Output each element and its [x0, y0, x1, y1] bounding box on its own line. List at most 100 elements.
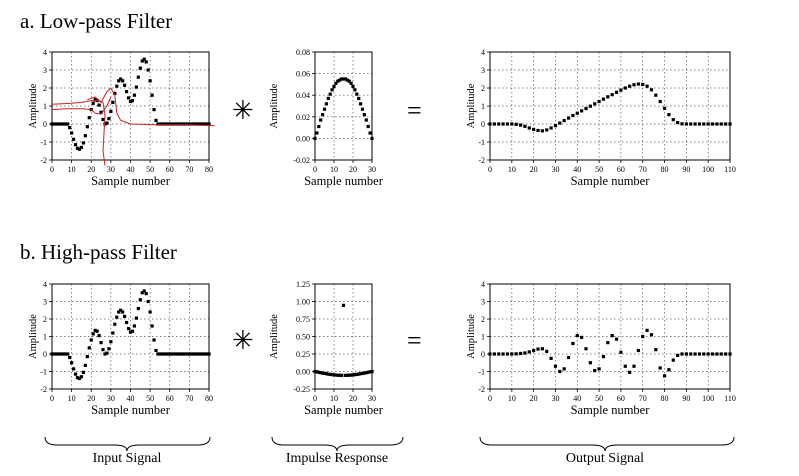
x-tick-label: 30: [551, 394, 559, 403]
data-point: [671, 358, 675, 362]
data-point: [62, 122, 66, 126]
data-point: [355, 372, 359, 376]
data-point: [121, 310, 125, 314]
data-point: [349, 373, 353, 377]
data-point: [168, 122, 172, 126]
data-point: [315, 370, 319, 374]
data-point: [179, 352, 184, 356]
data-point: [366, 124, 370, 129]
data-point: [492, 352, 496, 356]
y-axis-label: Amplitude: [466, 83, 477, 128]
x-tick-label: 20: [87, 165, 95, 174]
data-point: [667, 113, 671, 117]
y-tick-label: 0: [481, 120, 485, 129]
data-point: [680, 122, 684, 126]
data-point: [150, 324, 154, 328]
data-point: [195, 122, 199, 126]
red-annotation-stroke: [51, 96, 112, 115]
x-tick-label: 40: [573, 165, 581, 174]
data-point: [144, 60, 148, 64]
data-point: [610, 334, 614, 338]
data-point: [649, 88, 654, 92]
y-tick-label: 3: [43, 66, 47, 75]
x-tick-label: 70: [185, 394, 193, 403]
y-tick-label: -0.25: [293, 385, 310, 394]
data-point: [553, 124, 558, 128]
data-point: [497, 352, 501, 356]
data-point: [614, 90, 619, 94]
data-point: [710, 122, 715, 126]
data-point: [340, 373, 344, 377]
data-point: [109, 340, 113, 344]
x-tick-label: 70: [185, 165, 193, 174]
x-tick-label: 20: [349, 394, 357, 403]
y-tick-label: 0.25: [296, 350, 310, 359]
y-axis-label: Amplitude: [466, 314, 477, 359]
data-point: [549, 126, 553, 130]
x-tick-label: 110: [724, 394, 736, 403]
data-point: [152, 108, 156, 112]
data-point: [341, 77, 346, 81]
data-point: [205, 122, 209, 126]
red-annotation-stroke: [51, 100, 106, 166]
data-point: [313, 136, 317, 140]
data-point: [326, 96, 330, 101]
data-point: [359, 372, 363, 376]
row-b-title: b. High-pass Filter: [20, 240, 177, 264]
data-point: [518, 123, 523, 127]
data-point: [73, 372, 78, 376]
x-tick-label: 50: [595, 165, 603, 174]
data-point: [160, 352, 164, 356]
data-point: [724, 352, 728, 356]
data-point: [205, 352, 209, 356]
x-tick-label: 70: [639, 394, 647, 403]
x-axis-label: Sample number: [91, 174, 171, 188]
y-tick-label: 0.75: [296, 315, 310, 324]
data-point: [549, 356, 553, 360]
data-point: [136, 75, 140, 79]
data-point: [728, 122, 732, 126]
data-point: [343, 373, 347, 377]
data-point: [79, 375, 84, 379]
x-tick-label: 40: [573, 394, 581, 403]
data-point: [203, 122, 207, 126]
data-point: [71, 137, 76, 141]
y-tick-label: 2: [43, 315, 47, 324]
data-point: [176, 352, 180, 356]
data-point: [146, 299, 150, 304]
x-tick-label: 80: [205, 165, 213, 174]
data-point: [176, 122, 180, 126]
data-point: [366, 370, 370, 374]
x-tick-label: 30: [107, 394, 115, 403]
data-point: [166, 352, 170, 356]
data-point: [532, 127, 536, 131]
y-tick-label: 0.04: [296, 91, 310, 100]
data-point: [83, 363, 87, 367]
equals-operator-b: =: [407, 326, 422, 355]
data-point: [545, 128, 549, 132]
x-tick-label: 60: [166, 394, 174, 403]
data-point: [662, 374, 667, 378]
data-point: [58, 352, 62, 356]
data-point: [562, 118, 566, 123]
data-point: [152, 338, 156, 342]
y-tick-label: 4: [43, 48, 47, 57]
data-point: [174, 352, 178, 356]
x-axis-label: Sample number: [571, 403, 651, 417]
data-point: [351, 373, 355, 377]
data-point: [619, 350, 623, 354]
data-point: [85, 125, 89, 129]
data-point: [164, 122, 168, 126]
x-tick-label: 100: [702, 165, 714, 174]
data-point: [52, 352, 56, 356]
data-point: [79, 145, 84, 149]
data-point: [75, 146, 80, 150]
x-tick-label: 0: [313, 394, 317, 403]
x-tick-label: 0: [488, 165, 492, 174]
data-point: [321, 113, 325, 117]
data-point: [183, 122, 188, 126]
data-point: [162, 122, 166, 126]
data-point: [321, 371, 325, 375]
data-point: [119, 308, 123, 312]
data-point: [658, 366, 662, 370]
